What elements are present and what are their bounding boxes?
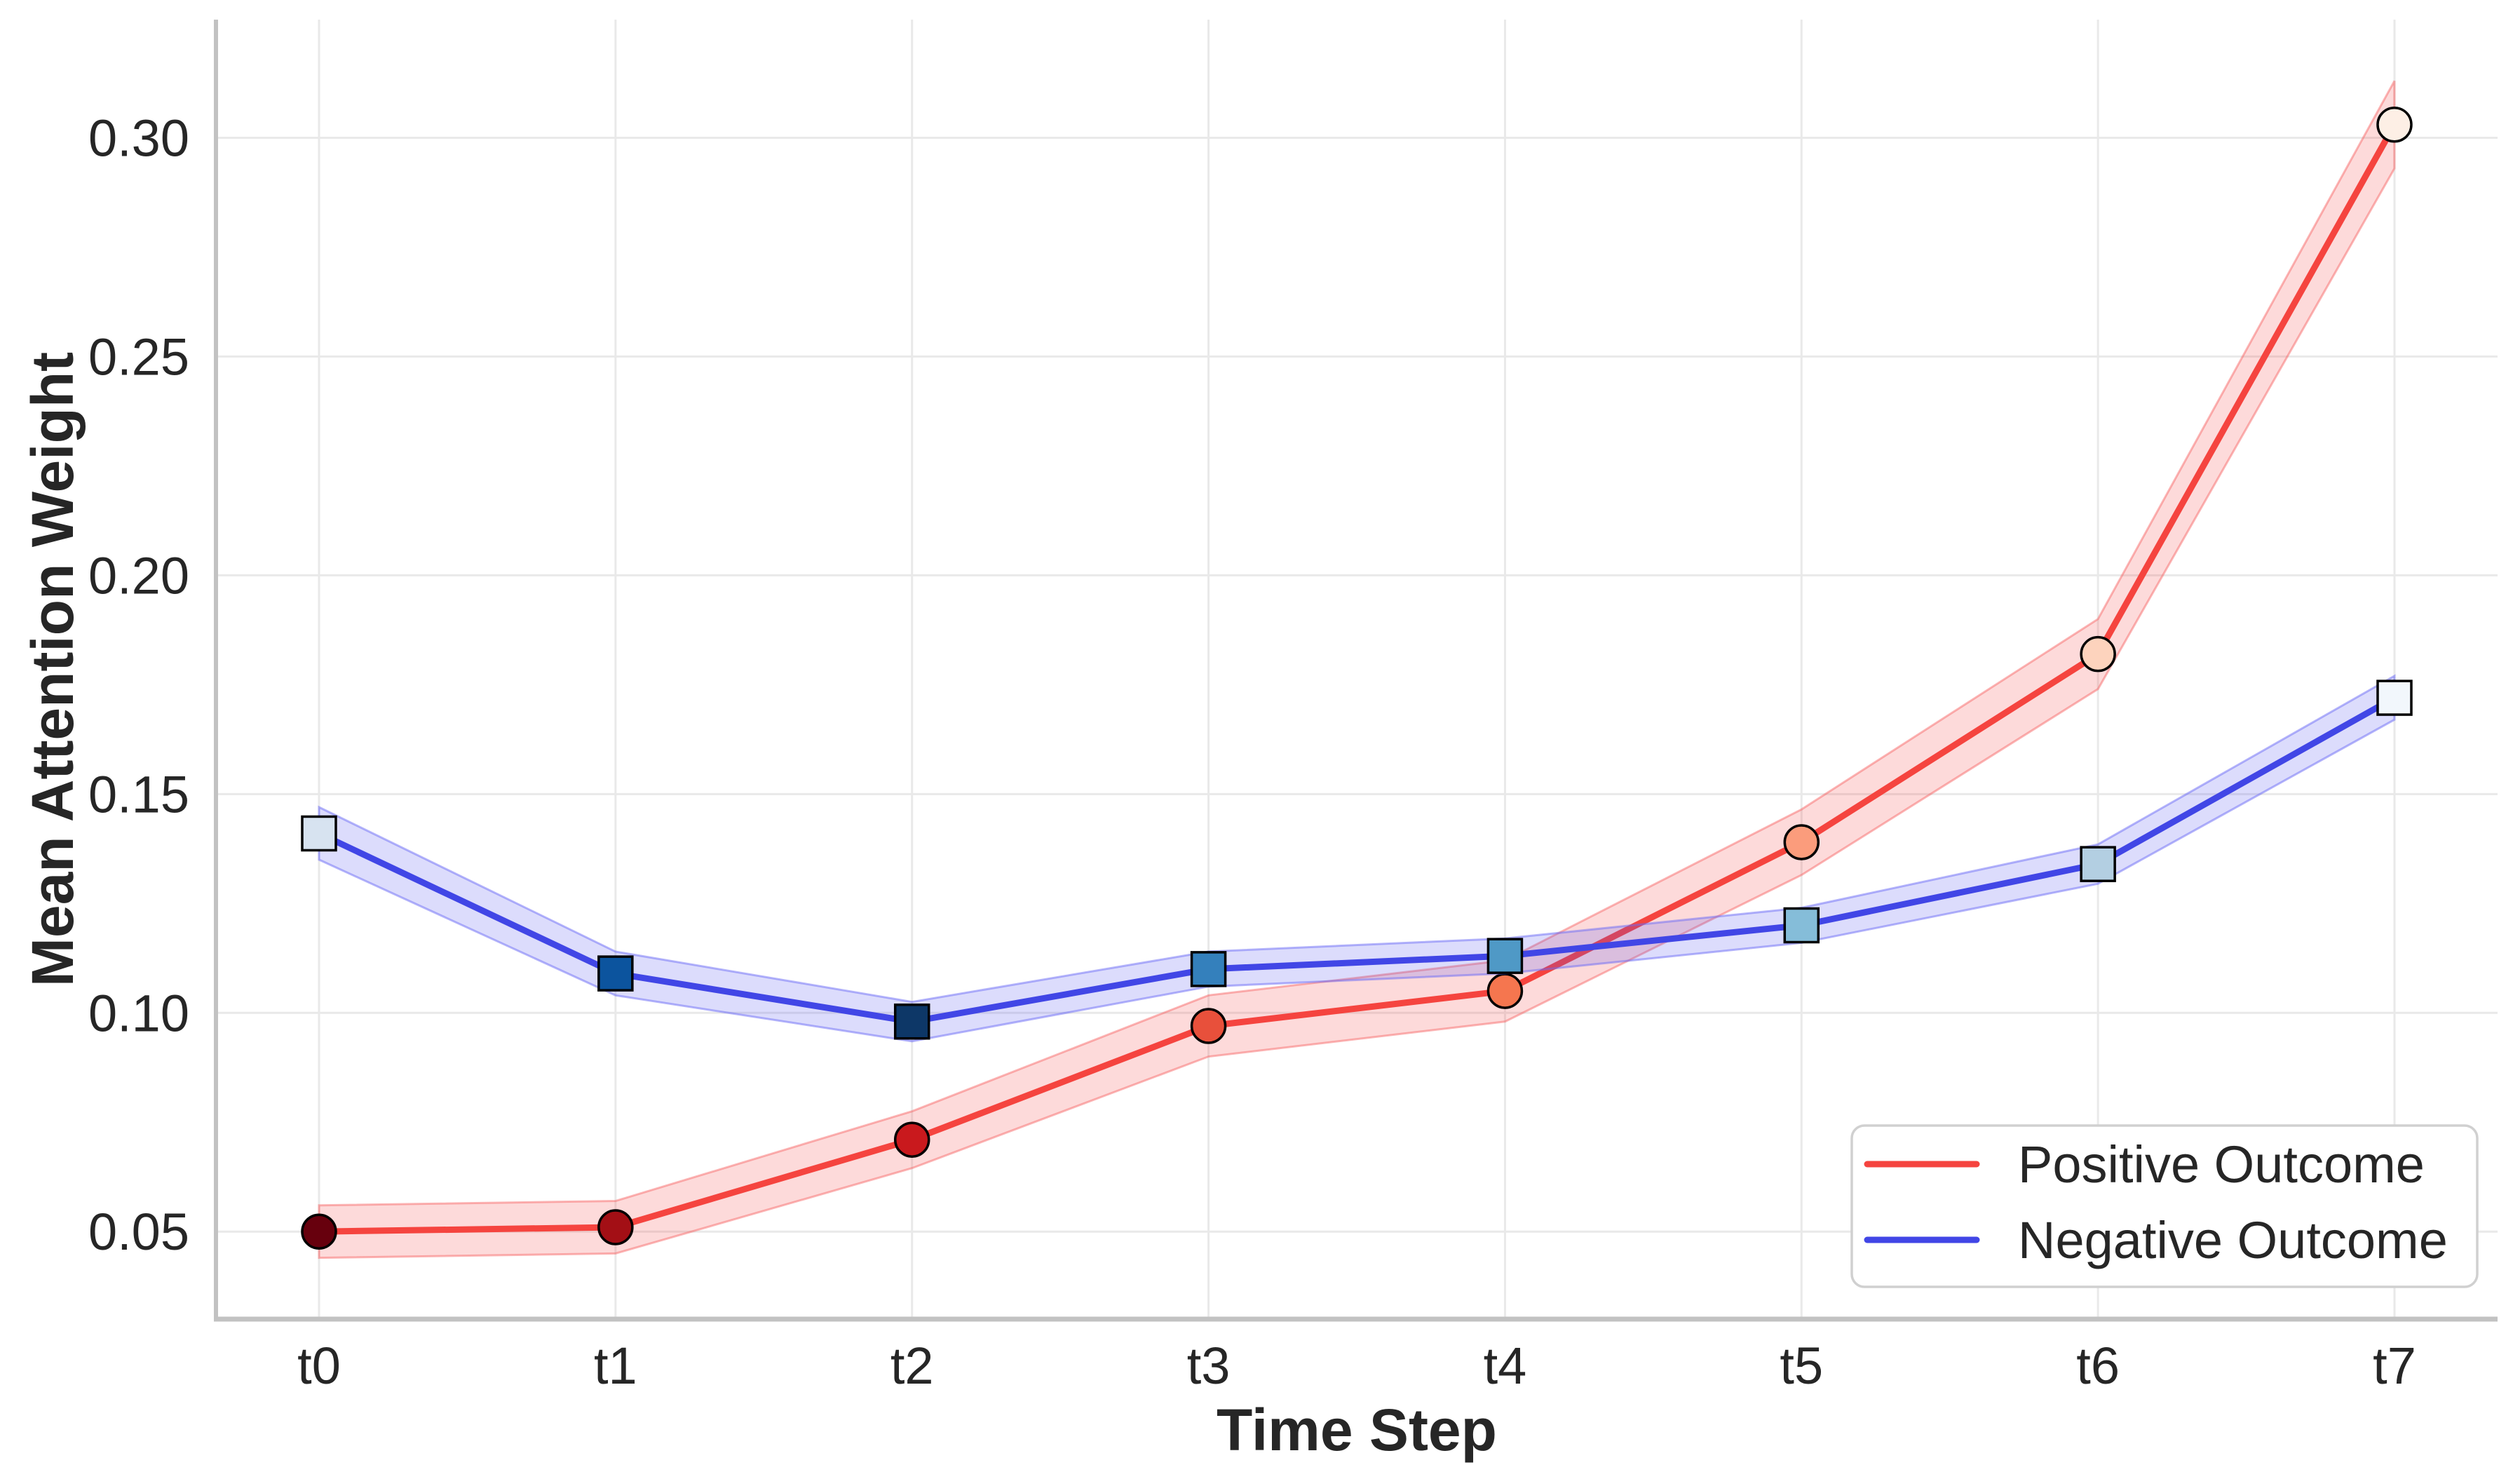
- legend-label: Negative Outcome: [2018, 1211, 2448, 1269]
- confidence-band: [318, 80, 2396, 1259]
- legend-label: Positive Outcome: [2018, 1135, 2425, 1194]
- circle-marker-t3: [1190, 1008, 1227, 1044]
- x-axis-label: Time Step: [1217, 1397, 1497, 1463]
- y-tick-label: 0.10: [88, 984, 189, 1042]
- y-tick-label: 0.30: [88, 109, 189, 167]
- square-marker-t7: [2376, 680, 2413, 716]
- x-tick-label: t3: [1187, 1337, 1231, 1395]
- y-tick-label: 0.20: [88, 546, 189, 605]
- y-tick-label: 0.15: [88, 765, 189, 823]
- circle-marker-t1: [597, 1209, 634, 1245]
- circle-marker-t7: [2376, 106, 2413, 143]
- square-marker-t3: [1190, 951, 1227, 987]
- circle-marker-t6: [2080, 635, 2116, 673]
- square-marker-t5: [1783, 907, 1820, 944]
- confidence-band: [318, 674, 2396, 1043]
- square-marker-t6: [2080, 846, 2116, 882]
- x-tick-label: t5: [1780, 1337, 1823, 1395]
- square-marker-t0: [301, 815, 337, 852]
- negative-outcome-series: [301, 674, 2413, 1043]
- x-tick-label: t6: [2076, 1337, 2120, 1395]
- circle-marker-t0: [301, 1213, 337, 1250]
- x-tick-label: t0: [297, 1337, 341, 1395]
- x-tick-label: t7: [2373, 1337, 2416, 1395]
- x-tick-label: t2: [890, 1337, 934, 1395]
- square-marker-t2: [893, 1003, 930, 1040]
- y-tick-label: 0.05: [88, 1203, 189, 1261]
- series-line: [316, 694, 2398, 1025]
- legend: Positive Outcome Negative Outcome: [1850, 1124, 2479, 1288]
- square-marker-t1: [597, 955, 634, 992]
- series-line: [316, 121, 2398, 1235]
- positive-outcome-series: [301, 80, 2413, 1259]
- gridlines: [216, 20, 2498, 1319]
- square-marker-t4: [1486, 938, 1524, 974]
- circle-marker-t2: [893, 1121, 930, 1158]
- x-tick-label: t1: [594, 1337, 637, 1395]
- circle-marker-t4: [1486, 973, 1524, 1009]
- y-axis-label: Mean Attention Weight: [20, 352, 86, 987]
- circle-marker-t5: [1783, 824, 1820, 860]
- y-tick-label: 0.25: [88, 327, 189, 386]
- legend-box: [1850, 1124, 2479, 1288]
- x-tick-label: t4: [1484, 1337, 1527, 1395]
